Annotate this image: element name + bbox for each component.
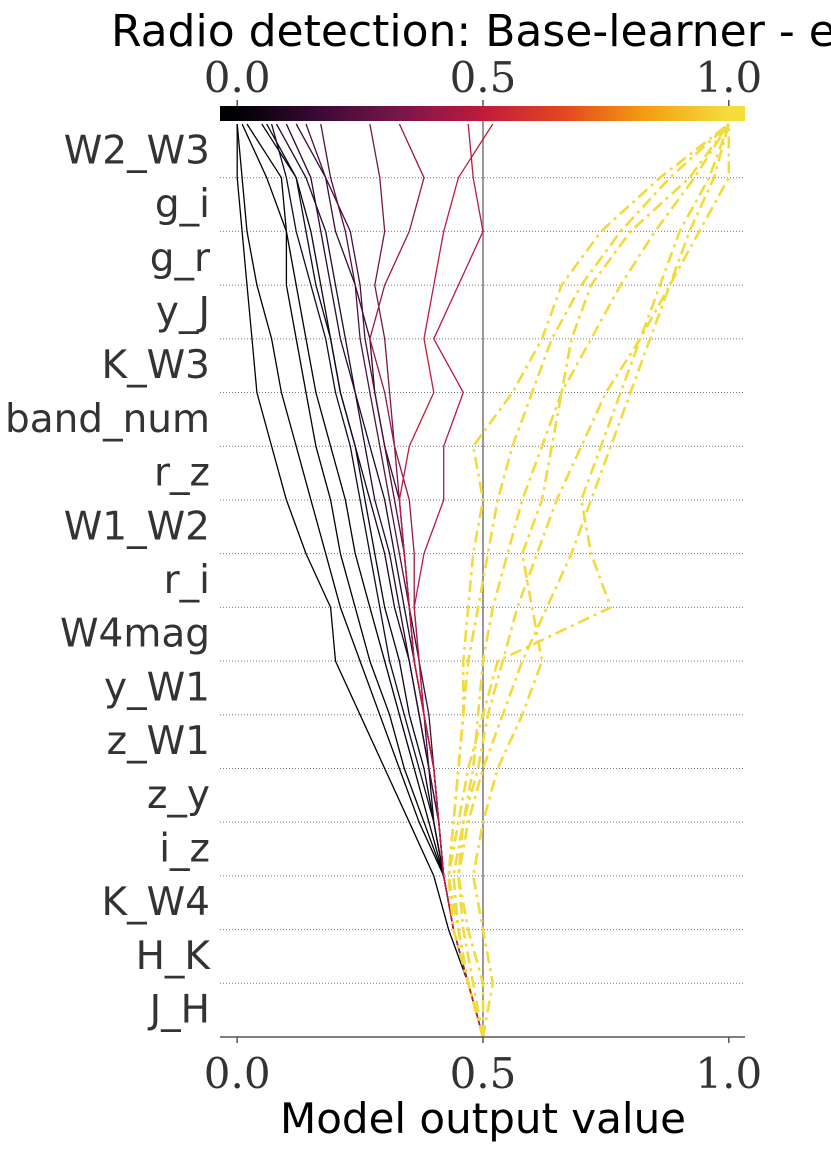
feature-label: y_J	[156, 289, 210, 334]
x-axis-label: Model output value	[280, 1094, 686, 1143]
x-tick-label: 0.0	[204, 1049, 271, 1098]
colorbar-tick-label: 0.0	[204, 53, 271, 102]
feature-label: g_i	[155, 182, 210, 227]
decision-line	[457, 123, 730, 1037]
decision-line	[320, 123, 484, 1038]
colorbar	[220, 106, 745, 121]
feature-label: W4mag	[60, 612, 210, 657]
decision-line	[471, 123, 730, 1038]
decision-line	[447, 122, 730, 1038]
decision-line	[270, 123, 484, 1038]
chart-title: Radio detection: Base-learner - et	[111, 6, 831, 57]
feature-label: W2_W3	[64, 128, 210, 173]
feature-label: K_W4	[102, 880, 210, 925]
feature-label: g_r	[150, 236, 211, 281]
feature-label: r_z	[154, 451, 210, 496]
decision-line	[447, 123, 730, 1038]
feature-label: J_H	[147, 988, 210, 1033]
decision-line	[241, 123, 484, 1038]
feature-label: y_W1	[104, 665, 210, 710]
decision-line	[236, 124, 484, 1038]
decision-line	[398, 123, 494, 1038]
x-tick-label: 1.0	[695, 1049, 762, 1098]
feature-label: K_W3	[102, 343, 210, 388]
decision-line	[369, 123, 484, 1038]
feature-label: r_i	[164, 558, 210, 603]
feature-label: i_z	[159, 827, 210, 872]
decision-line	[457, 123, 731, 1038]
colorbar-tick-label: 0.5	[450, 53, 517, 102]
decision-line	[452, 124, 731, 1038]
feature-label: z_y	[147, 773, 210, 818]
feature-label: W1_W2	[64, 504, 210, 549]
decision-line	[261, 123, 484, 1038]
decision-line	[369, 123, 484, 1038]
decision-line	[236, 123, 484, 1038]
decision-line	[447, 123, 731, 1038]
feature-label: band_num	[5, 397, 210, 442]
colorbar-tick-label: 1.0	[695, 53, 762, 102]
feature-label: H_K	[136, 934, 212, 979]
x-tick-label: 0.5	[450, 1049, 517, 1098]
feature-label: z_W1	[107, 719, 210, 764]
